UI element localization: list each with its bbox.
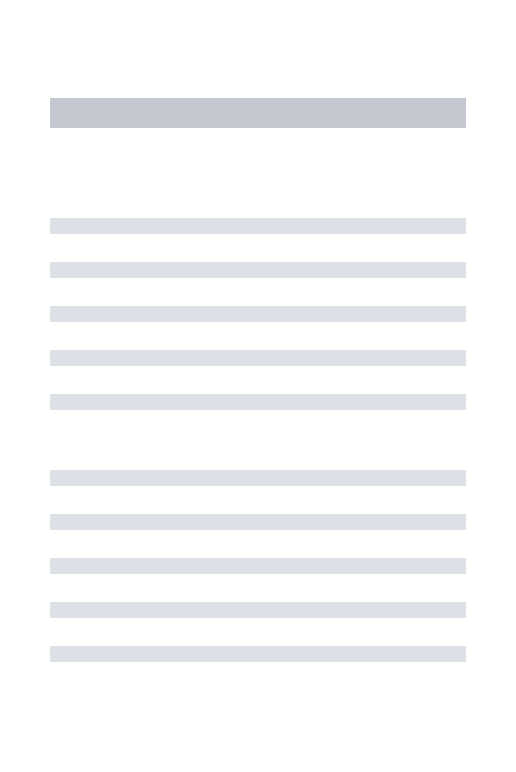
skeleton-line <box>50 514 466 530</box>
skeleton-document <box>0 0 516 772</box>
skeleton-line <box>50 646 466 662</box>
skeleton-section <box>50 218 466 410</box>
skeleton-line <box>50 470 466 486</box>
skeleton-line <box>50 262 466 278</box>
skeleton-line <box>50 602 466 618</box>
skeleton-line <box>50 350 466 366</box>
skeleton-title-bar <box>50 98 466 128</box>
skeleton-section <box>50 470 466 662</box>
skeleton-line <box>50 306 466 322</box>
skeleton-line <box>50 218 466 234</box>
skeleton-line <box>50 558 466 574</box>
skeleton-line <box>50 394 466 410</box>
